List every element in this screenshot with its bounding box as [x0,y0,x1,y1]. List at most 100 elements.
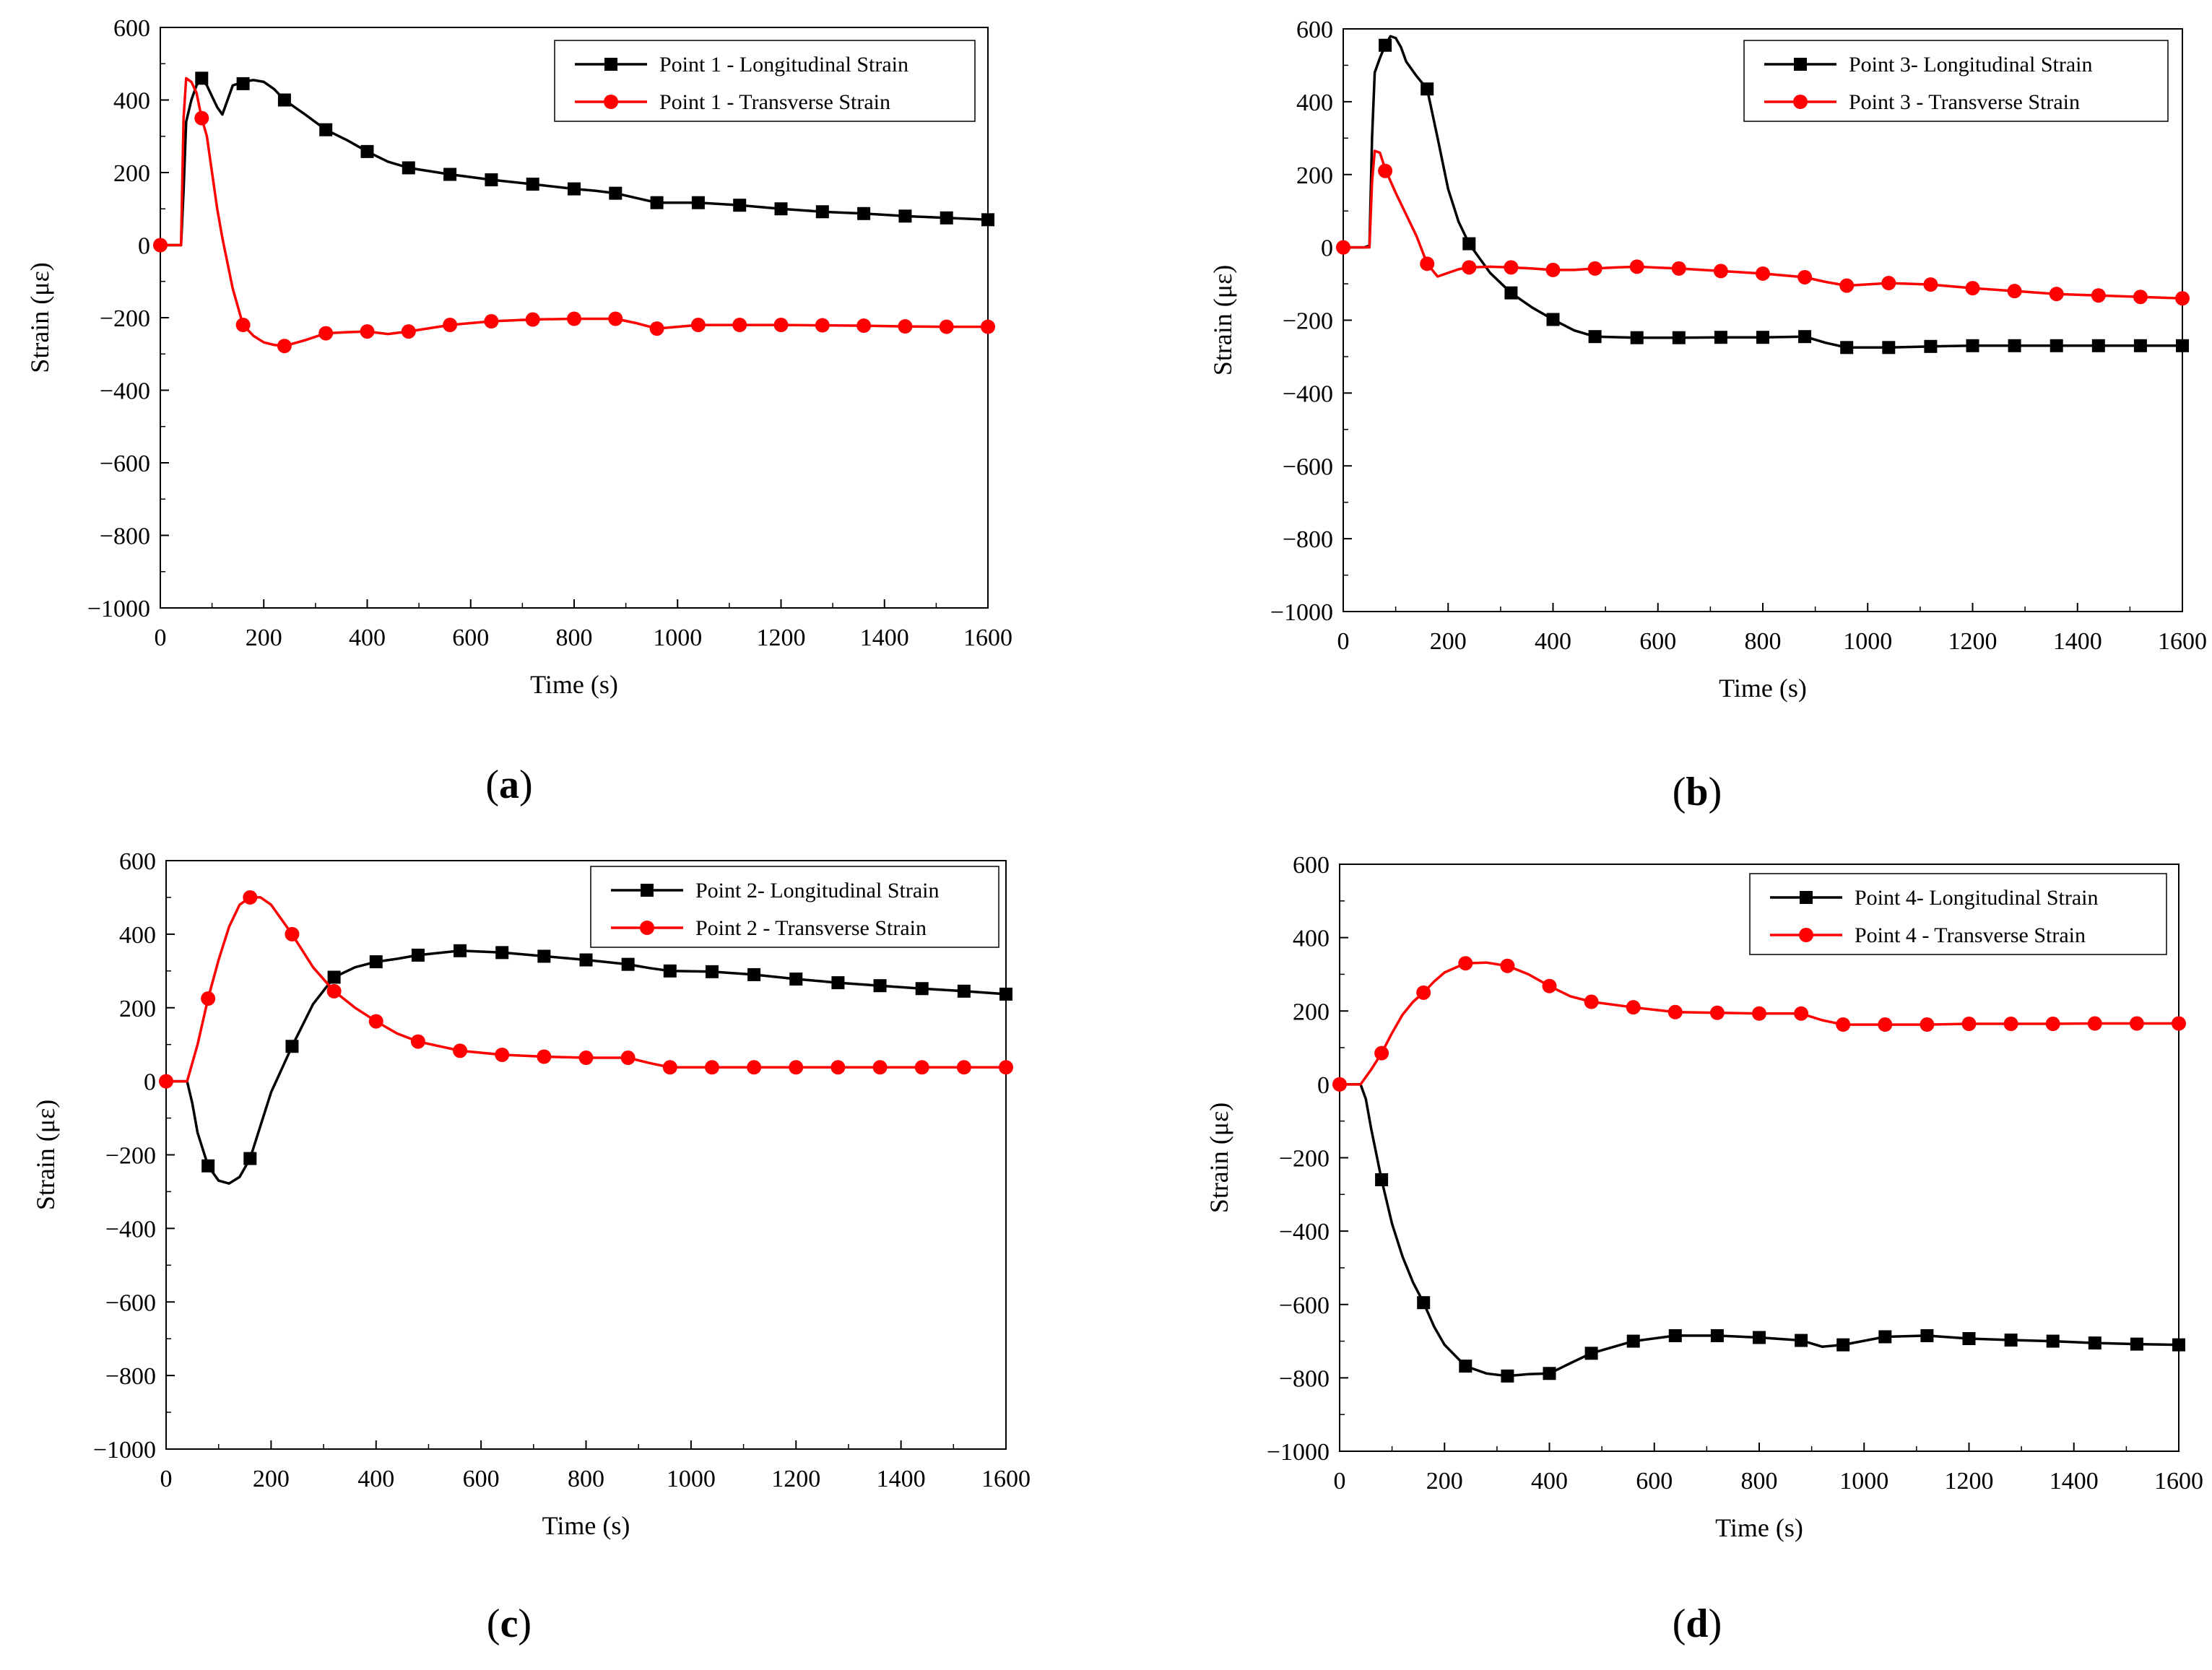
series-longitudinal [1338,1083,2185,1383]
series-transverse [153,77,995,354]
square-marker [2004,1334,2018,1347]
circle-marker [1378,163,1393,178]
x-tick-label: 800 [1741,1468,1778,1495]
legend-box [590,866,999,948]
y-axis-title: Strain (με) [1208,265,1237,375]
caption-paren-close: ) [519,762,533,807]
series-longitudinal [165,944,1012,1185]
square-marker [2130,1337,2143,1351]
y-tick-label: 600 [1293,852,1330,879]
square-marker [327,970,341,984]
x-tick-label: 1600 [2158,628,2207,655]
y-tick-label: −600 [1279,1292,1330,1319]
circle-marker [1794,1006,1809,1021]
y-tick-label: 600 [119,848,156,875]
y-tick-label: −400 [105,1216,156,1243]
circle-marker [2087,1016,2102,1031]
y-tick-label: −200 [105,1143,156,1170]
x-tick-label: 600 [1639,628,1676,655]
x-tick-label: 800 [556,625,593,651]
panel-caption: (d) [1673,1601,1722,1646]
circle-marker [1752,1006,1766,1021]
legend: Point 4- Longitudinal Strain Point 4 - Tr… [1749,873,2167,955]
circle-marker [1709,1005,1725,1020]
circle-marker [2091,288,2106,303]
y-tick-label: 0 [144,1069,156,1096]
legend-label: Point 2 - Transverse Strain [695,916,927,940]
y-tick-label: 400 [119,922,156,949]
circle-marker [789,1060,804,1075]
circle-marker [1626,1000,1641,1015]
square-marker [2088,1336,2102,1350]
y-tick-label: −1000 [1267,1439,1330,1466]
y-tick-label: −1000 [87,596,150,622]
circle-marker [704,1060,719,1075]
legend-label: Point 3- Longitudinal Strain [1849,53,2093,77]
x-tick-label: 800 [568,1466,604,1492]
x-tick-label: 400 [357,1466,394,1492]
legend-label: Point 1 - Longitudinal Strain [659,53,908,77]
square-marker [285,1040,299,1053]
series-longitudinal [159,71,994,247]
square-marker [663,964,677,978]
square-marker [1417,1296,1431,1310]
square-marker [485,173,498,187]
chart-panel-b: 0 200 400 600 800 1000 1200 1400 16006004002000−… [1208,17,2207,814]
y-tick-label: −800 [1279,1365,1330,1392]
square-marker [1756,331,1769,344]
square-marker [454,944,467,957]
circle-marker [2133,290,2148,305]
circle-marker [1504,260,1519,275]
y-tick-label: −800 [105,1363,156,1390]
square-marker [1962,1332,1976,1346]
circle-marker [1336,240,1350,255]
circle-marker [159,1074,173,1089]
square-marker [1710,1328,1724,1342]
circle-marker [939,319,954,334]
circle-marker [567,311,581,326]
circle-marker [830,1060,846,1075]
circle-marker [453,1043,468,1058]
legend-label: Point 1 - Transverse Strain [659,90,890,114]
y-tick-label: 200 [119,996,156,1022]
square-marker [691,196,705,209]
chart-panel-d: 0 200 400 600 800 1000 1200 1400 16006004002000−… [1205,852,2203,1646]
series-transverse [159,890,1013,1089]
x-tick-label: 0 [155,625,167,651]
circle-marker [1420,256,1435,271]
circle-marker [484,314,499,329]
x-tick-label: 0 [1337,628,1350,655]
caption-paren-open: ( [485,762,499,807]
circle-marker [1542,978,1557,993]
circle-marker [401,324,416,339]
square-marker [957,984,971,998]
legend-box [554,40,976,122]
circle-marker [1667,1004,1683,1019]
square-marker [774,202,788,216]
y-tick-label: −800 [1283,526,1333,553]
x-tick-label: 1200 [757,625,806,651]
legend-label: Point 3 - Transverse Strain [1849,90,2080,114]
square-marker [815,205,829,219]
caption-letter: c [500,1601,519,1646]
legend-circle-marker [640,921,654,935]
caption-paren-open: ( [1673,770,1686,814]
legend: Point 1 - Longitudinal Strain Point 1 - T… [554,40,976,122]
panel-caption: (a) [485,762,532,807]
circle-marker [914,1060,929,1075]
square-marker [2050,339,2063,352]
y-tick-label: −400 [100,378,150,405]
circle-marker [1878,1017,1893,1032]
circle-marker [443,318,458,333]
circle-marker [368,1014,383,1029]
circle-marker [360,324,375,339]
legend-square-marker [604,58,617,71]
circle-marker [1713,264,1728,279]
circle-marker [1923,277,1938,292]
y-axis: 600 400 200 0 −200 −400 −600 −800 −1000 [93,848,175,1464]
square-marker [195,71,209,85]
square-marker [2133,339,2147,352]
caption-letter: b [1686,770,1708,814]
x-tick-label: 1200 [1945,1468,1994,1495]
